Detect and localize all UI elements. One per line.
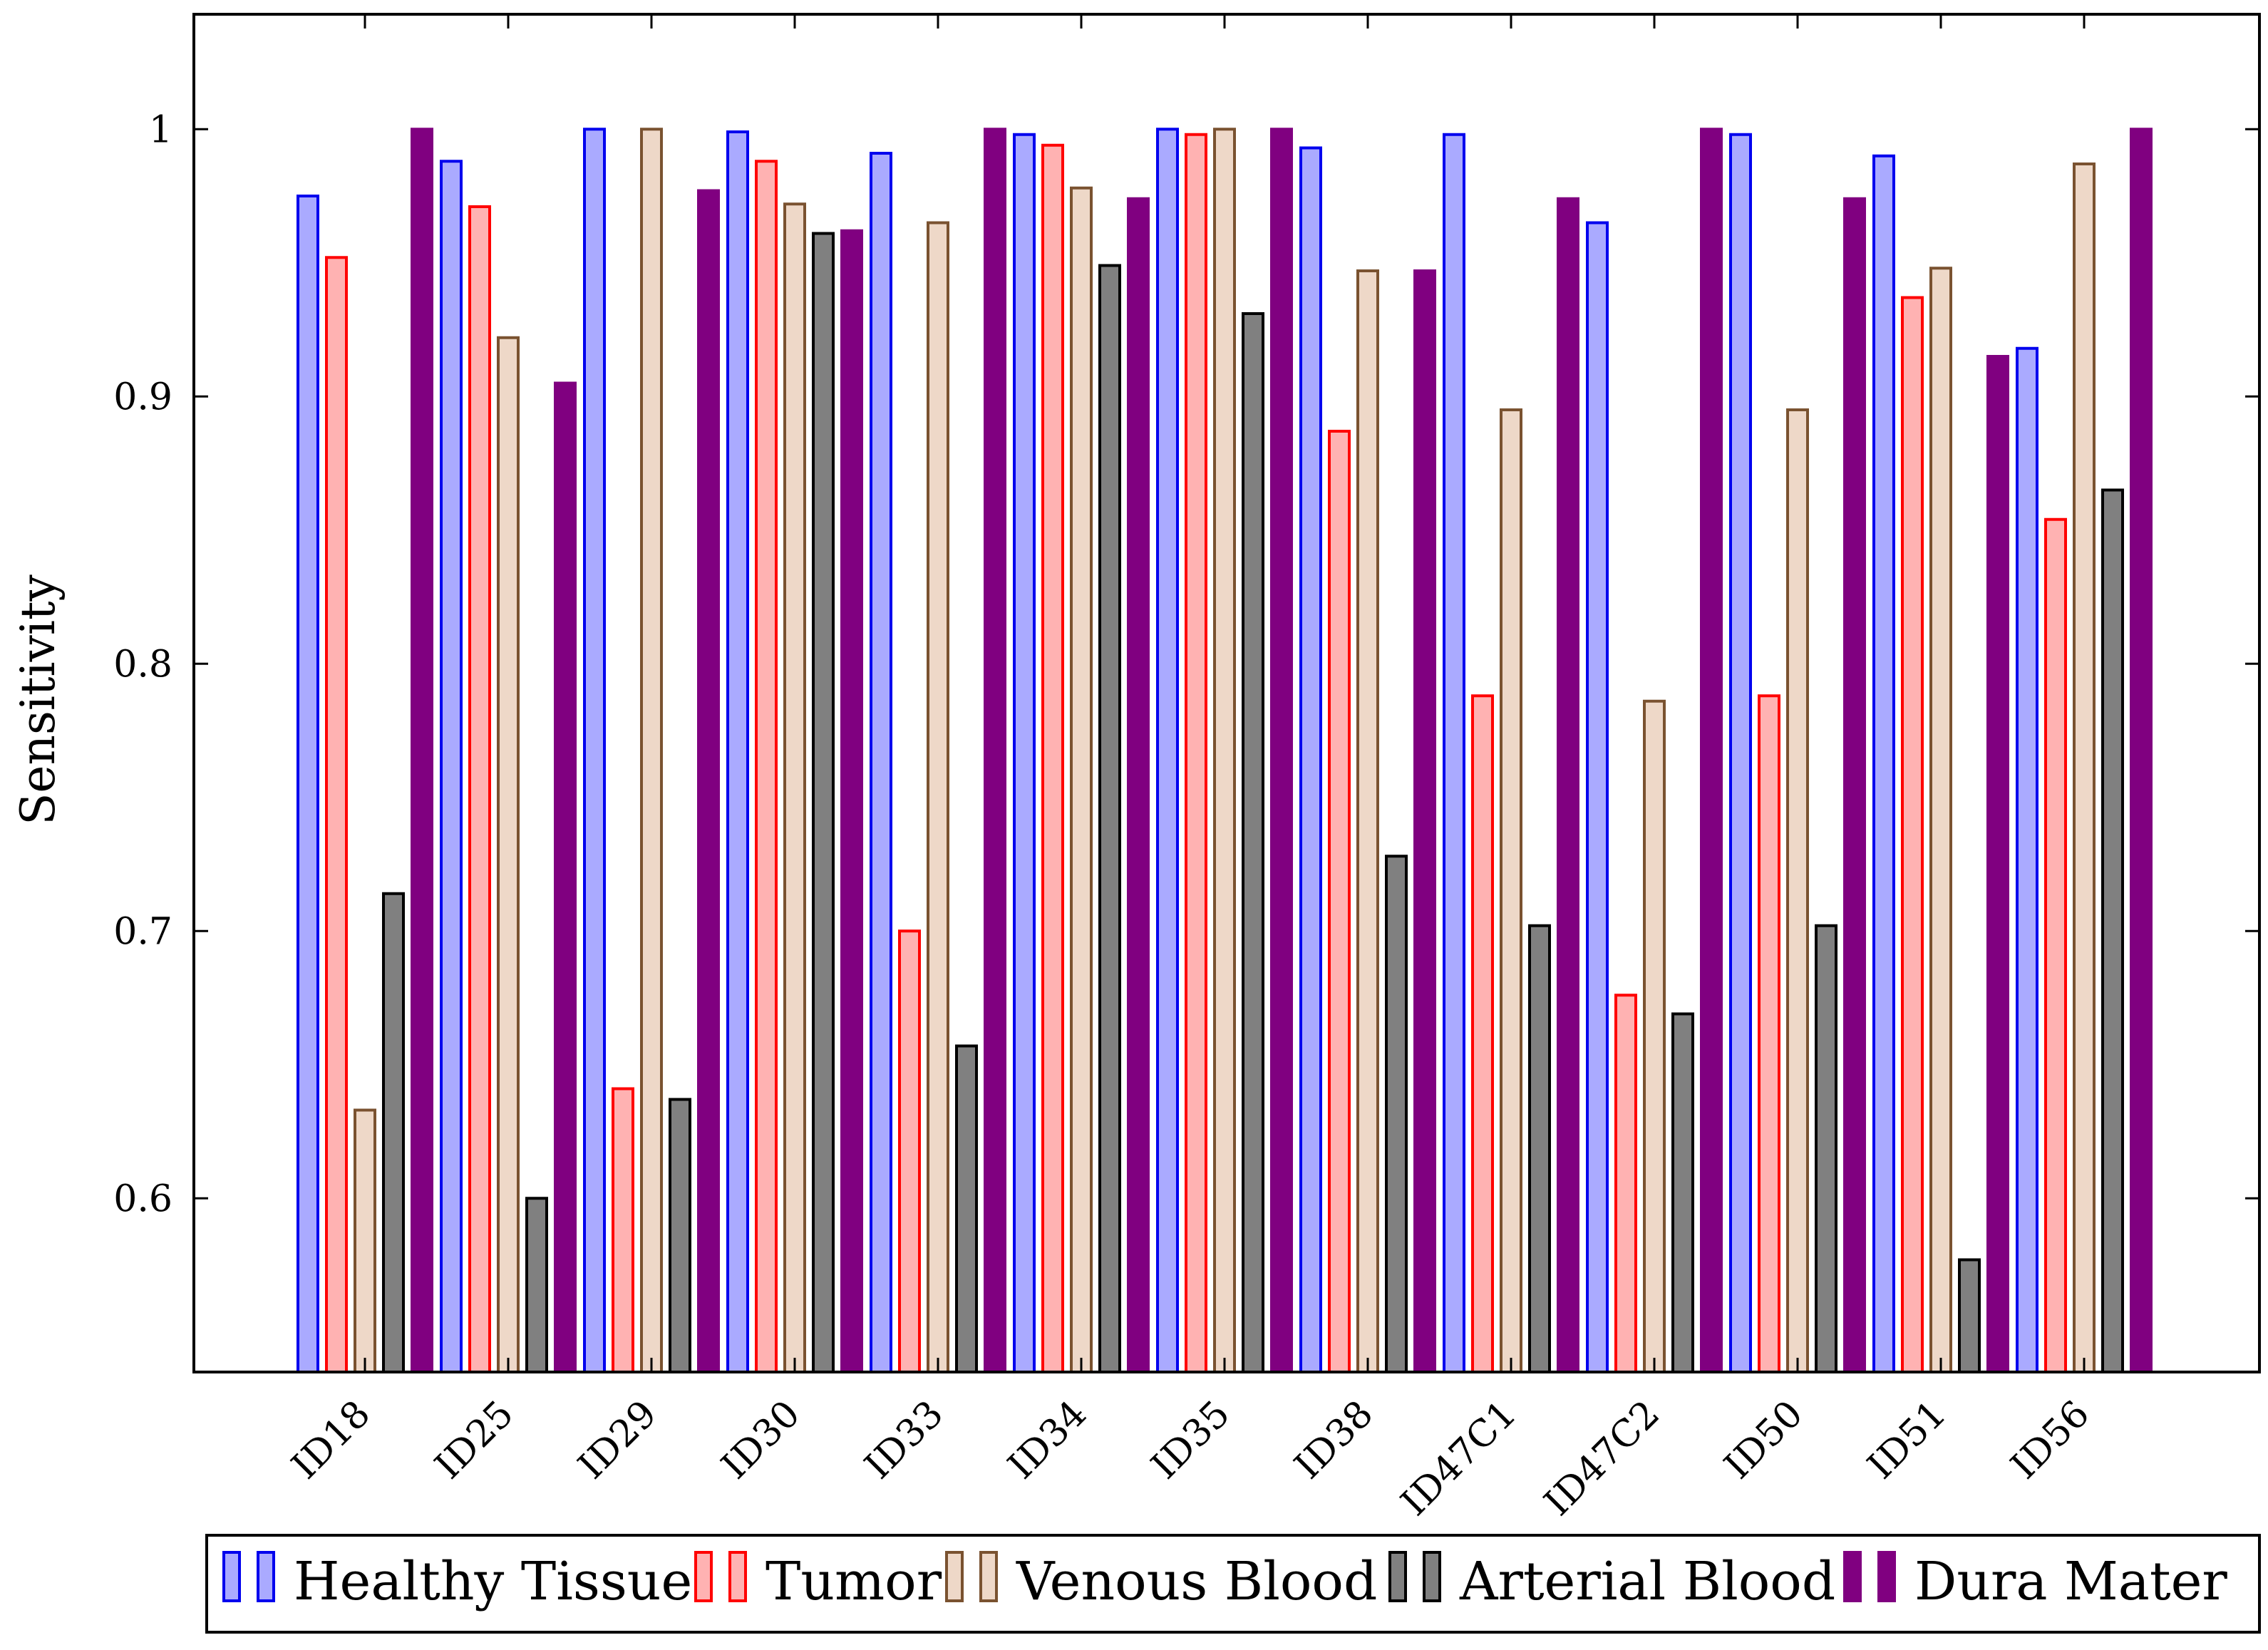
bar-id38-dura-mater [1413, 269, 1436, 1373]
legend-label: Venous Blood [1016, 1551, 1377, 1612]
bar-id25-tumor [468, 205, 491, 1373]
bar-id51-arterial-blood [1958, 1258, 1981, 1373]
bar-id18-healthy-tissue [297, 195, 319, 1373]
bar-id18-dura-mater [411, 128, 433, 1373]
legend-swatch-fill [222, 1551, 241, 1602]
bar-id29-venous-blood [640, 128, 663, 1373]
bar-id51-tumor [1901, 296, 1924, 1373]
bar-id56-venous-blood [2073, 163, 2096, 1373]
bar-id30-dura-mater [840, 229, 863, 1373]
bar-id33-arterial-blood [955, 1044, 978, 1373]
legend-entry-healthy-tissue: Healthy Tissue [222, 1551, 692, 1612]
legend-swatch-outline [1877, 1551, 1896, 1602]
bar-id56-dura-mater [2130, 128, 2153, 1373]
legend-label: Dura Mater [1914, 1551, 2227, 1612]
bar-id34-dura-mater [1127, 197, 1150, 1373]
bar-id30-venous-blood [783, 202, 806, 1373]
bar-id25-venous-blood [497, 336, 520, 1373]
bar-id34-healthy-tissue [1013, 133, 1036, 1373]
bar-id29-healthy-tissue [583, 128, 606, 1373]
y-tick-label: 0.8 [113, 643, 172, 686]
bar-id25-healthy-tissue [440, 160, 463, 1373]
bar-id38-tumor [1328, 430, 1351, 1373]
legend: Healthy Tissue Tumor Venous Blood Arterial … [205, 1534, 2261, 1634]
bar-id47c2-venous-blood [1643, 699, 1666, 1373]
bar-id35-healthy-tissue [1156, 128, 1179, 1373]
bar-id29-tumor [612, 1087, 634, 1373]
legend-entry-dura-mater: Dura Mater [1843, 1551, 2227, 1612]
bar-id50-arterial-blood [1815, 924, 1837, 1373]
bar-id47c1-arterial-blood [1528, 924, 1551, 1373]
bar-id47c2-healthy-tissue [1586, 221, 1609, 1373]
bar-id35-venous-blood [1213, 128, 1236, 1373]
bar-id47c1-healthy-tissue [1443, 133, 1465, 1373]
bar-id18-tumor [325, 256, 348, 1373]
y-axis-title: Sensitivity [11, 574, 66, 825]
bar-id30-healthy-tissue [726, 130, 749, 1373]
bar-id51-dura-mater [1986, 355, 2009, 1373]
bar-id33-dura-mater [984, 128, 1006, 1373]
y-tick-label: 0.6 [113, 1177, 172, 1220]
bar-id50-dura-mater [1843, 197, 1866, 1373]
bar-id51-healthy-tissue [1872, 154, 1895, 1373]
bar-id35-tumor [1185, 133, 1207, 1373]
bar-id50-tumor [1758, 694, 1780, 1373]
legend-label: Tumor [766, 1551, 942, 1612]
bar-id30-tumor [755, 160, 778, 1373]
y-tick-label: 0.9 [113, 376, 172, 418]
bar-id33-tumor [898, 929, 921, 1373]
legend-swatch-fill [1843, 1551, 1862, 1602]
y-tick-label: 1 [149, 108, 172, 151]
bar-id56-tumor [2044, 517, 2067, 1373]
bar-id35-dura-mater [1270, 128, 1293, 1373]
bar-id47c1-tumor [1471, 694, 1494, 1373]
legend-entry-venous-blood: Venous Blood [945, 1551, 1377, 1612]
bar-id47c2-arterial-blood [1671, 1012, 1694, 1373]
bar-id18-arterial-blood [382, 892, 405, 1373]
bar-id25-dura-mater [554, 381, 577, 1373]
bar-id30-arterial-blood [812, 232, 835, 1373]
bar-id29-dura-mater [697, 189, 720, 1373]
legend-swatch-fill [694, 1551, 713, 1602]
bar-id38-venous-blood [1356, 269, 1379, 1373]
legend-swatch-fill [1388, 1551, 1407, 1602]
bar-id29-arterial-blood [669, 1098, 691, 1373]
bar-id34-arterial-blood [1098, 264, 1121, 1373]
bar-id33-healthy-tissue [870, 152, 892, 1373]
bar-id33-venous-blood [927, 221, 949, 1373]
bar-id50-healthy-tissue [1729, 133, 1752, 1373]
legend-box [205, 1534, 2261, 1634]
bar-id35-arterial-blood [1242, 312, 1264, 1373]
y-tick-label: 0.7 [113, 910, 172, 953]
legend-label: Arterial Blood [1459, 1551, 1835, 1612]
bar-id51-venous-blood [1929, 267, 1952, 1373]
bar-id56-arterial-blood [2101, 488, 2124, 1373]
bar-id18-venous-blood [354, 1108, 376, 1373]
bar-id38-arterial-blood [1385, 855, 1408, 1373]
axes-layer [192, 13, 2261, 1373]
bar-id56-healthy-tissue [2016, 346, 2038, 1373]
legend-swatch-fill [945, 1551, 964, 1602]
legend-label: Healthy Tissue [294, 1551, 692, 1612]
bar-id47c2-tumor [1614, 994, 1637, 1373]
bar-id25-arterial-blood [525, 1197, 548, 1373]
bar-id47c1-venous-blood [1500, 408, 1522, 1373]
bar-id34-venous-blood [1070, 186, 1093, 1373]
plot-frame [192, 13, 2261, 1373]
bar-id47c2-dura-mater [1700, 128, 1723, 1373]
legend-swatch-outline [1423, 1551, 1441, 1602]
bars-layer [297, 128, 2153, 1373]
bar-id47c1-dura-mater [1557, 197, 1579, 1373]
bar-id38-healthy-tissue [1299, 146, 1322, 1373]
legend-swatch-outline [728, 1551, 747, 1602]
bar-id34-tumor [1041, 143, 1064, 1373]
legend-swatch-outline [979, 1551, 998, 1602]
bar-id50-venous-blood [1786, 408, 1809, 1373]
legend-entry-tumor: Tumor [694, 1551, 942, 1612]
legend-entry-arterial-blood: Arterial Blood [1388, 1551, 1835, 1612]
legend-swatch-outline [257, 1551, 275, 1602]
